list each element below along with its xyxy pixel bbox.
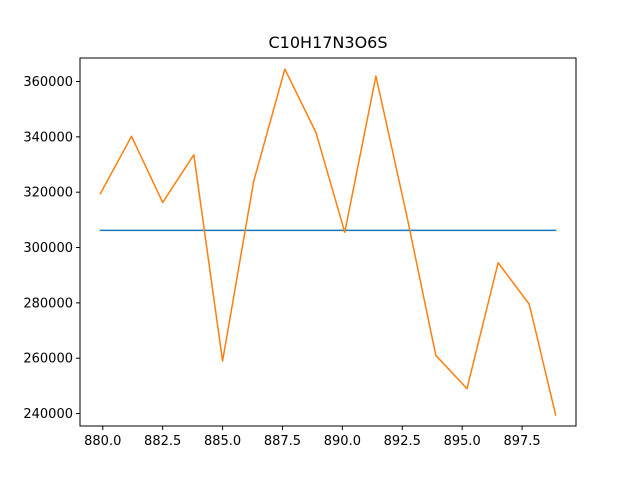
x-tick-label: 880.0: [84, 434, 121, 449]
x-tick-label: 897.5: [503, 434, 540, 449]
x-tick-label: 887.5: [264, 434, 301, 449]
y-tick-label: 300000: [23, 241, 73, 256]
x-tick-label: 882.5: [144, 434, 181, 449]
y-tick-label: 240000: [23, 407, 73, 422]
x-tick-label: 895.0: [444, 434, 481, 449]
series-line-2: [99, 68, 557, 416]
x-tick-label: 885.0: [204, 434, 241, 449]
plot-area: 880.0 882.5 885.0 887.5 890.0 892.5 895.0 897.5…: [23, 57, 577, 449]
y-tick-label: 320000: [23, 186, 73, 201]
x-tick-label: 890.0: [324, 434, 361, 449]
y-tick-label: 340000: [23, 130, 73, 145]
chart-title: C10H17N3O6S: [269, 33, 388, 52]
x-tick-label: 892.5: [384, 434, 421, 449]
y-tick-label: 360000: [23, 75, 73, 90]
axes-frame: [79, 57, 577, 427]
y-tick-label: 260000: [23, 352, 73, 367]
y-tick-label: 280000: [23, 296, 73, 311]
